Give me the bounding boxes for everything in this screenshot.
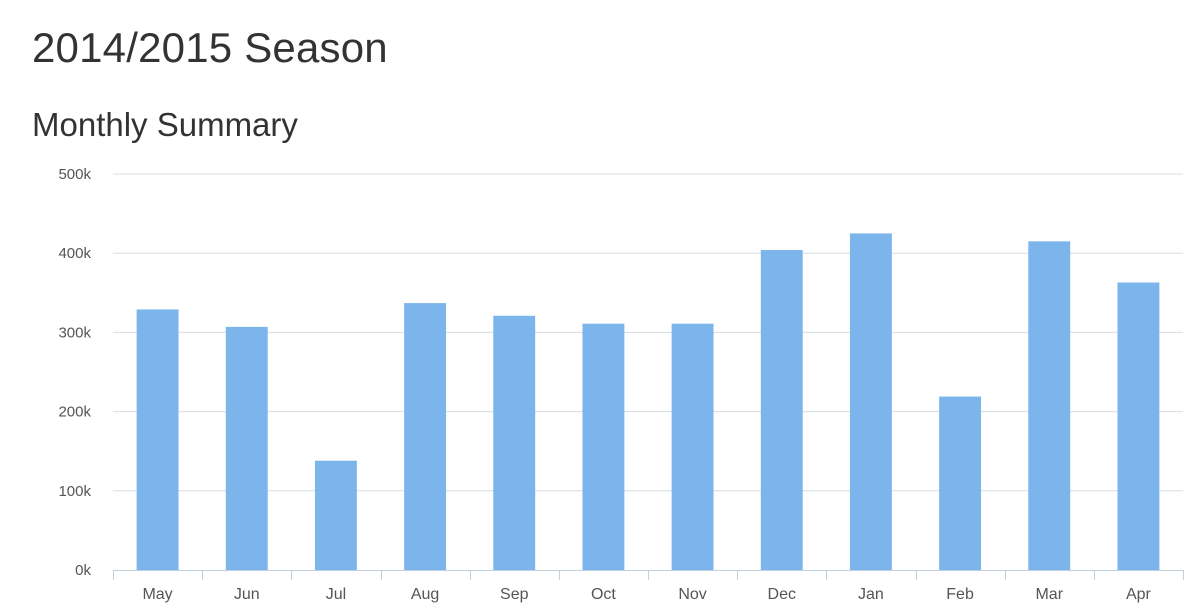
bar-mar (1028, 241, 1071, 570)
x-category-label: Jun (234, 586, 260, 603)
x-category-label: Oct (591, 586, 616, 603)
x-category-label: Jul (326, 586, 346, 603)
bar-nov (671, 323, 714, 570)
y-tick-label: 100k (58, 483, 91, 500)
y-tick-label: 0k (75, 562, 91, 579)
y-tick-label: 400k (58, 245, 91, 262)
bar-feb (939, 396, 982, 570)
chart-title: Monthly Summary (32, 106, 298, 143)
y-tick-label: 300k (58, 324, 91, 341)
x-category-label: Nov (678, 586, 706, 603)
y-axis-tick-labels: 0k 100k 200k 300k 400k 500k (58, 166, 91, 579)
x-category-label: Aug (411, 586, 439, 603)
bar-oct (582, 323, 625, 570)
bars (136, 233, 1160, 571)
x-category-label: Sep (500, 586, 529, 603)
bar-aug (404, 303, 447, 570)
y-tick-label: 500k (58, 166, 91, 183)
x-category-label: Jan (858, 586, 884, 603)
x-category-label: Feb (946, 586, 974, 603)
y-tick-label: 200k (58, 404, 91, 421)
bar-jan (849, 233, 892, 570)
bar-jun (225, 326, 268, 570)
x-axis (113, 570, 1184, 580)
x-category-label: Mar (1035, 586, 1063, 603)
x-category-label: Dec (768, 586, 796, 603)
x-category-label: Apr (1126, 586, 1152, 603)
bar-jul (314, 460, 357, 570)
x-axis-category-labels: May Jun Jul Aug Sep Oct Nov Dec Jan Feb Mar Apr (142, 586, 1151, 603)
page-title: 2014/2015 Season (32, 24, 388, 71)
bar-dec (760, 250, 803, 571)
bar-apr (1117, 282, 1160, 570)
bar-may (136, 309, 179, 570)
x-category-label: May (142, 586, 172, 603)
grid-lines (113, 173, 1183, 492)
bar-sep (493, 315, 536, 570)
